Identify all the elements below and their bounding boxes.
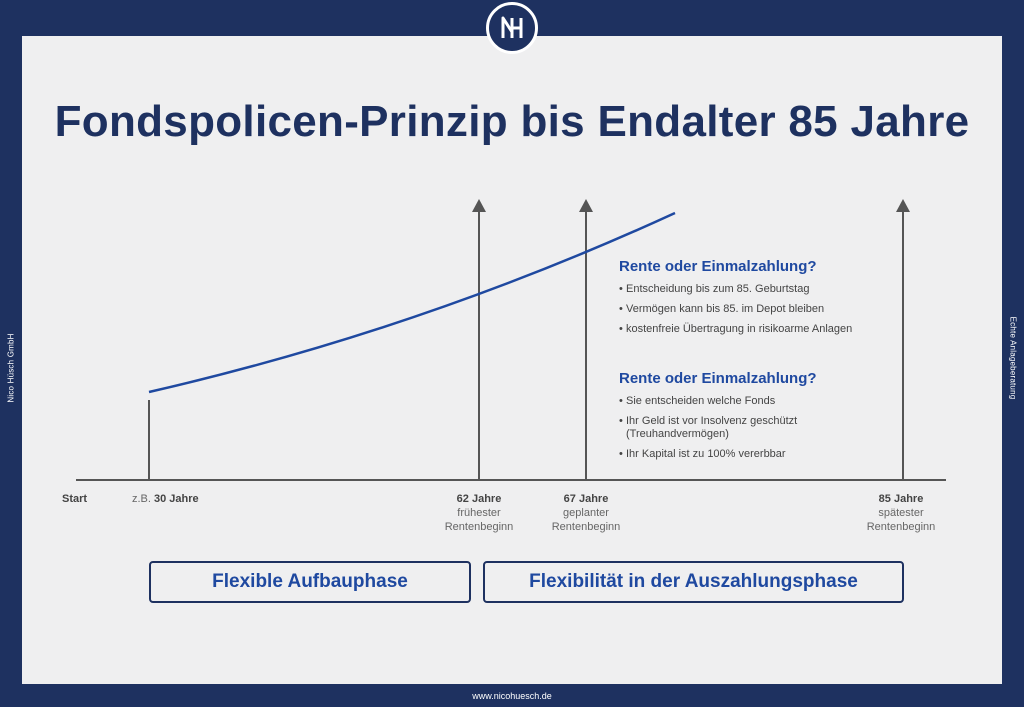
phase-build: Flexible Aufbauphase	[149, 561, 471, 603]
info-block-decision: Rente oder Einmalzahlung? Entscheidung b…	[619, 258, 899, 343]
tick-age-30: z.B. 30 Jahre	[132, 493, 199, 505]
nh-logo-icon	[486, 2, 538, 54]
info-item: Sie entscheiden welche Fonds	[619, 395, 824, 408]
info-item: Ihr Geld ist vor Insolvenz geschützt (Tr…	[619, 415, 824, 441]
info-heading: Rente oder Einmalzahlung?	[619, 370, 817, 387]
phase-payout: Flexibilität in der Auszahlungsphase	[483, 561, 904, 603]
info-item: Vermögen kann bis 85. im Depot bleiben	[619, 303, 899, 316]
tick-start: Start	[62, 493, 88, 505]
nh-monogram-icon	[501, 16, 523, 38]
tick-age-85: 85 Jahre spätester Rentenbeginn	[866, 493, 936, 533]
tick-age-67: 67 Jahre geplanter Rentenbeginn	[551, 493, 621, 533]
page-title: Fondspolicen-Prinzip bis Endalter 85 Jah…	[54, 97, 970, 146]
tick-age-62: 62 Jahre frühester Rentenbeginn	[444, 493, 514, 533]
arrow-67	[579, 199, 593, 480]
arrow-85	[896, 199, 910, 480]
capital-growth-curve	[148, 211, 676, 394]
info-item: Ihr Kapital ist zu 100% vererbbar	[619, 448, 824, 461]
arrow-62	[472, 199, 486, 480]
info-heading: Rente oder Einmalzahlung?	[619, 258, 817, 275]
website-link[interactable]: www.nicohuesch.de	[472, 691, 552, 701]
info-block-benefits: Rente oder Einmalzahlung? Sie entscheide…	[619, 370, 824, 468]
info-item: kostenfreie Übertragung in risikoarme An…	[619, 323, 899, 336]
info-item: Entscheidung bis zum 85. Geburtstag	[619, 283, 899, 296]
